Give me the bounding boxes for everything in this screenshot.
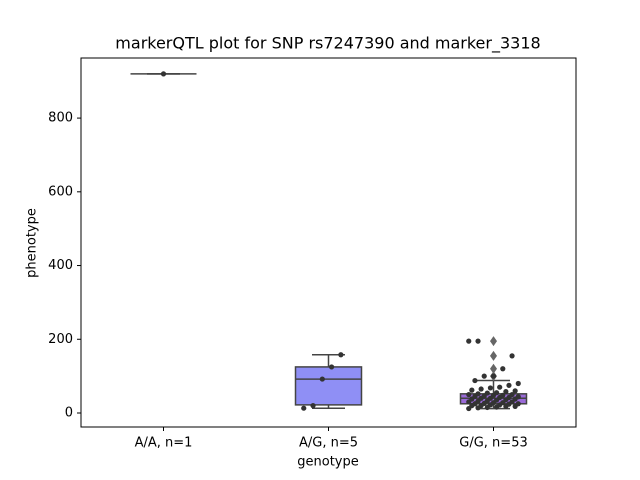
box [294,366,363,406]
point [466,391,472,398]
point [512,388,518,394]
point [497,384,503,390]
point [301,405,307,411]
point [481,373,487,379]
x-tick-label: A/G, n=5 [299,436,358,451]
y-tick-label: 400 [48,258,73,273]
y-tick-label: 600 [48,184,73,199]
point [475,391,481,397]
x-tick-label: A/A, n=1 [135,436,193,451]
point [515,401,521,407]
y-tick-label: 200 [48,332,73,347]
point [160,71,167,77]
x-axis-label: genotype [297,455,358,470]
point [500,392,506,398]
x-tick-label: G/G, n=53 [459,436,527,451]
point [310,403,316,409]
point [503,389,509,395]
point [319,376,325,382]
point [487,385,494,391]
point [506,382,512,388]
chart-title: markerQTL plot for SNP rs7247390 and mar… [115,34,540,54]
outlier [490,350,497,361]
y-axis-label: phenotype [25,208,40,278]
point [472,377,478,384]
point [515,394,521,400]
point [466,338,472,344]
point [469,387,475,393]
point [328,364,335,370]
point [509,391,515,398]
point [475,338,481,344]
y-tick-label: 800 [48,111,73,126]
point [509,353,515,359]
point [515,380,521,387]
point [490,373,497,379]
point [493,390,500,396]
point [478,386,484,392]
outlier [490,363,497,374]
y-tick-label: 0 [65,405,73,420]
point [500,366,506,372]
point [484,390,490,396]
point [338,352,344,358]
outlier [490,336,497,347]
